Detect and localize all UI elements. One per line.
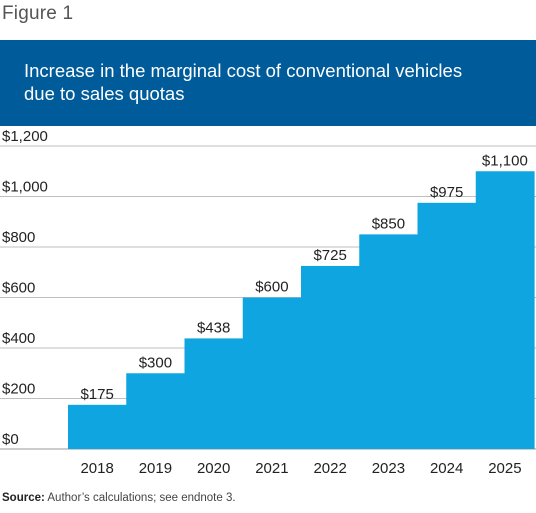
bar-2018 bbox=[68, 404, 127, 449]
x-tick-label: 2023 bbox=[372, 460, 405, 477]
data-labels: $175 $300 $438 $600 $725 $850 $975 $1,100 bbox=[80, 152, 527, 403]
y-tick-label: $1,000 bbox=[2, 179, 48, 196]
bar-chart: $0$200$400$600$800$1,000$1,200 2018 2019 2… bbox=[0, 128, 536, 477]
bars bbox=[68, 171, 535, 449]
x-tick-label: 2020 bbox=[197, 460, 230, 477]
bar-2022 bbox=[301, 265, 360, 449]
data-label: $975 bbox=[430, 184, 463, 201]
data-label: $300 bbox=[139, 354, 172, 371]
source-text: Author’s calculations; see endnote 3. bbox=[44, 492, 236, 504]
data-label: $438 bbox=[197, 319, 230, 336]
chart-title: Increase in the marginal cost of convent… bbox=[24, 60, 463, 104]
data-label: $850 bbox=[372, 215, 405, 232]
y-tick-label: $200 bbox=[2, 381, 35, 398]
source-note: Source: Author’s calculations; see endno… bbox=[2, 492, 236, 504]
bar-2019 bbox=[126, 373, 186, 449]
data-label: $1,100 bbox=[482, 152, 528, 169]
chart-area: $0 $200 $400 $600 $800 $1,000 $1,200 2018 2019 2… bbox=[0, 126, 536, 490]
y-tick-label: $1,200 bbox=[2, 128, 48, 145]
y-tick-label: $0 bbox=[2, 431, 19, 448]
bar-2024 bbox=[417, 202, 477, 449]
x-tick-label: 2019 bbox=[139, 460, 172, 477]
data-label: $600 bbox=[255, 279, 288, 296]
bar-2023 bbox=[359, 234, 419, 449]
x-axis-ticks: 2018 2019 2020 2021 2022 2023 2024 2025 bbox=[80, 460, 521, 477]
data-label: $725 bbox=[313, 247, 346, 264]
figure-label: Figure 1 bbox=[2, 3, 74, 24]
bar-2020 bbox=[184, 338, 244, 449]
x-tick-label: 2024 bbox=[430, 460, 463, 477]
y-axis-ticks: $0 $200 $400 $600 $800 $1,000 $1,200 bbox=[2, 128, 48, 448]
data-label: $175 bbox=[80, 386, 113, 403]
x-tick-label: 2018 bbox=[80, 460, 113, 477]
x-tick-label: 2025 bbox=[488, 460, 521, 477]
bar-2021 bbox=[242, 297, 302, 449]
title-banner: Increase in the marginal cost of convent… bbox=[0, 40, 536, 126]
source-label: Source: bbox=[2, 492, 45, 504]
x-tick-label: 2022 bbox=[313, 460, 346, 477]
y-tick-label: $400 bbox=[2, 330, 35, 347]
x-tick-label: 2021 bbox=[255, 460, 288, 477]
y-tick-label: $600 bbox=[2, 280, 35, 297]
y-tick-label: $800 bbox=[2, 229, 35, 246]
bar-2025 bbox=[475, 171, 535, 449]
